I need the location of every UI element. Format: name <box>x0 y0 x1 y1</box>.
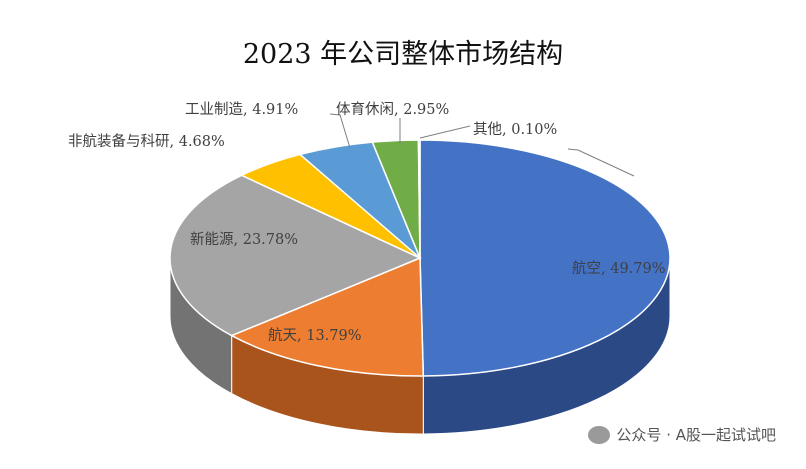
data-label-gongye: 工业制造, 4.91% <box>185 102 299 118</box>
watermark-text: 公众号 · A股一起试试吧 <box>616 426 776 444</box>
pie-slice-2 <box>169 174 422 337</box>
pie-slice-0 <box>419 139 671 377</box>
leader-lines <box>329 113 635 177</box>
pie-slice-1 <box>229 256 425 377</box>
data-label-hangtian: 航天, 13.79% <box>268 328 362 344</box>
data-label-tiyu: 体育休闲, 2.95% <box>336 102 450 118</box>
data-label-feihang: 非航装备与科研, 4.68% <box>68 134 225 150</box>
watermark: 公众号 · A股一起试试吧 <box>588 424 776 445</box>
leader-line-feihang <box>567 148 635 177</box>
pie-slice-6 <box>417 139 421 259</box>
data-label-hangkong: 航空, 49.79% <box>572 261 666 277</box>
leader-line-qita <box>419 125 471 139</box>
data-label-qita: 其他, 0.10% <box>473 122 558 138</box>
wechat-icon <box>588 425 611 444</box>
leader-line-gongye <box>329 113 351 149</box>
data-label-xinnengyuan: 新能源, 23.78% <box>190 232 299 248</box>
chart-title: 2023 年公司整体市场结构 <box>242 39 564 70</box>
